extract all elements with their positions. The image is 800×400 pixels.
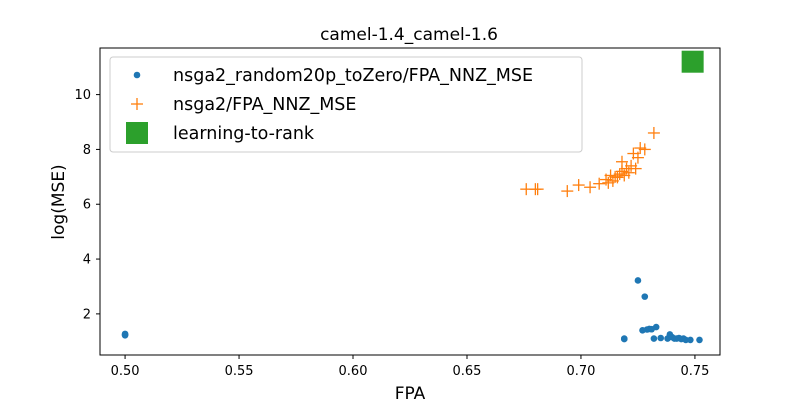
data-point <box>641 293 649 300</box>
legend-label: learning-to-rank <box>173 124 315 144</box>
series-2 <box>520 126 660 198</box>
data-point <box>561 185 574 198</box>
data-point <box>634 277 642 284</box>
x-axis: 0.50 0.55 0.60 0.65 0.70 0.75 <box>111 355 709 379</box>
plot-area <box>121 50 704 344</box>
x-tick-label: 0.60 <box>339 364 368 379</box>
axes-frame <box>99 47 721 356</box>
data-point <box>611 171 624 184</box>
data-point <box>629 162 642 175</box>
legend-marker <box>133 71 141 79</box>
data-point <box>620 335 628 343</box>
data-point <box>121 331 129 339</box>
y-tick-label: 2 <box>83 307 91 322</box>
legend-marker <box>131 98 143 110</box>
legend-item: nsga2_random20p_toZero/FPA_NNZ_MSE <box>133 66 533 86</box>
data-point <box>584 181 597 194</box>
data-point <box>572 179 585 192</box>
data-point <box>687 336 694 344</box>
chart-title: camel-1.4_camel-1.6 <box>320 25 498 45</box>
x-tick-label: 0.70 <box>566 364 595 379</box>
y-tick-label: 8 <box>83 143 91 158</box>
data-point <box>622 166 635 179</box>
y-axis: 2 4 6 8 10 <box>74 88 100 322</box>
data-point <box>681 50 704 73</box>
data-point <box>631 151 644 164</box>
legend-marker <box>126 122 148 144</box>
series-3 <box>681 50 704 73</box>
data-point <box>638 143 651 156</box>
data-point <box>531 183 544 196</box>
data-point <box>593 177 606 190</box>
legend-item: nsga2/FPA_NNZ_MSE <box>131 95 356 115</box>
data-point <box>647 126 660 139</box>
data-point <box>696 336 703 344</box>
y-axis-label: log(MSE) <box>49 164 69 239</box>
y-tick-label: 10 <box>74 88 91 103</box>
legend-item: learning-to-rank <box>126 122 315 144</box>
x-tick-label: 0.65 <box>453 364 482 379</box>
data-point <box>682 336 690 344</box>
x-tick-label: 0.55 <box>225 364 254 379</box>
legend-label: nsga2/FPA_NNZ_MSE <box>173 95 356 115</box>
legend-box <box>109 56 583 153</box>
series-1 <box>121 277 703 344</box>
x-axis-label: FPA <box>395 384 426 400</box>
legend-label: nsga2_random20p_toZero/FPA_NNZ_MSE <box>173 66 533 86</box>
y-tick-label: 6 <box>83 198 91 213</box>
data-point <box>650 335 658 342</box>
data-point <box>657 334 665 342</box>
data-point <box>615 155 628 168</box>
y-tick-label: 4 <box>83 253 91 268</box>
data-point <box>652 323 660 331</box>
x-tick-label: 0.50 <box>111 364 140 379</box>
legend: nsga2_random20p_toZero/FPA_NNZ_MSE nsga2/… <box>109 56 583 153</box>
x-tick-label: 0.75 <box>680 364 709 379</box>
